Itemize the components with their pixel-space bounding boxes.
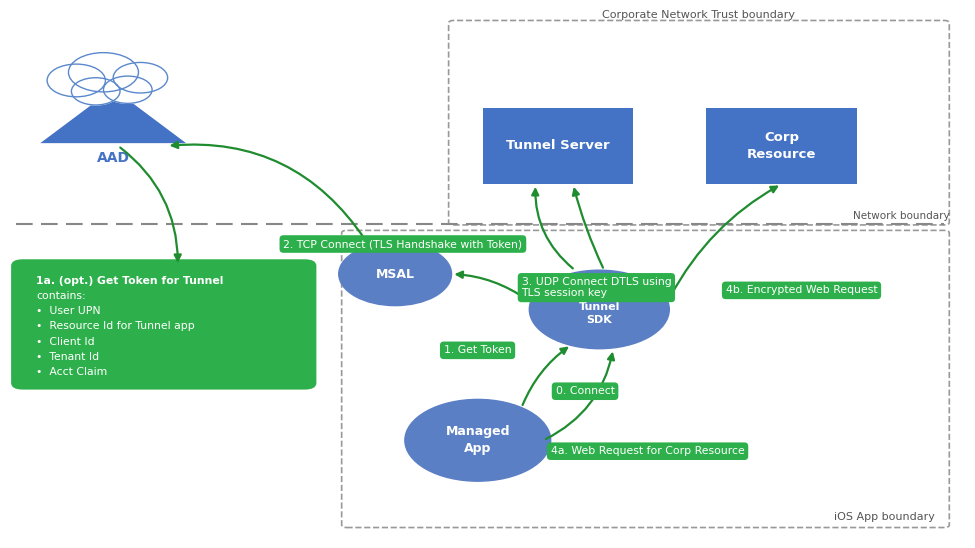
Text: Network boundary: Network boundary (853, 211, 950, 221)
Circle shape (338, 242, 451, 306)
Text: •  Resource Id for Tunnel app: • Resource Id for Tunnel app (36, 322, 195, 332)
FancyBboxPatch shape (706, 108, 857, 184)
Text: MSAL: MSAL (375, 267, 414, 281)
Circle shape (68, 53, 138, 92)
Text: Corporate Network Trust boundary: Corporate Network Trust boundary (603, 10, 796, 20)
Text: AAD: AAD (97, 151, 130, 165)
Circle shape (405, 399, 551, 481)
Text: •  User UPN: • User UPN (36, 306, 101, 316)
Text: Managed
App: Managed App (446, 425, 510, 455)
Text: contains:: contains: (36, 291, 86, 301)
Text: 3. UDP Connect DTLS using
TLS session key: 3. UDP Connect DTLS using TLS session ke… (522, 277, 671, 299)
Circle shape (47, 64, 105, 97)
Text: 1a. (opt.) Get Token for Tunnel: 1a. (opt.) Get Token for Tunnel (36, 276, 224, 286)
Text: •  Client Id: • Client Id (36, 336, 95, 347)
Circle shape (71, 78, 120, 105)
Text: 4a. Web Request for Corp Resource: 4a. Web Request for Corp Resource (551, 446, 745, 456)
Text: 0. Connect: 0. Connect (556, 386, 614, 396)
Text: MAM
Tunnel
SDK: MAM Tunnel SDK (578, 289, 620, 324)
Text: iOS App boundary: iOS App boundary (834, 512, 935, 522)
FancyBboxPatch shape (11, 259, 317, 390)
FancyBboxPatch shape (483, 108, 634, 184)
Text: Tunnel Server: Tunnel Server (506, 139, 609, 152)
Text: 4b. Encrypted Web Request: 4b. Encrypted Web Request (725, 286, 878, 295)
Text: •  Acct Claim: • Acct Claim (36, 367, 107, 377)
Circle shape (113, 62, 168, 93)
Text: •  Tenant Id: • Tenant Id (36, 352, 99, 362)
Text: 2. TCP Connect (TLS Handshake with Token): 2. TCP Connect (TLS Handshake with Token… (284, 239, 523, 249)
Text: Corp
Resource: Corp Resource (747, 131, 816, 161)
Circle shape (103, 76, 152, 104)
Text: 1. Get Token: 1. Get Token (444, 345, 511, 355)
Circle shape (529, 270, 669, 349)
Polygon shape (40, 89, 186, 143)
